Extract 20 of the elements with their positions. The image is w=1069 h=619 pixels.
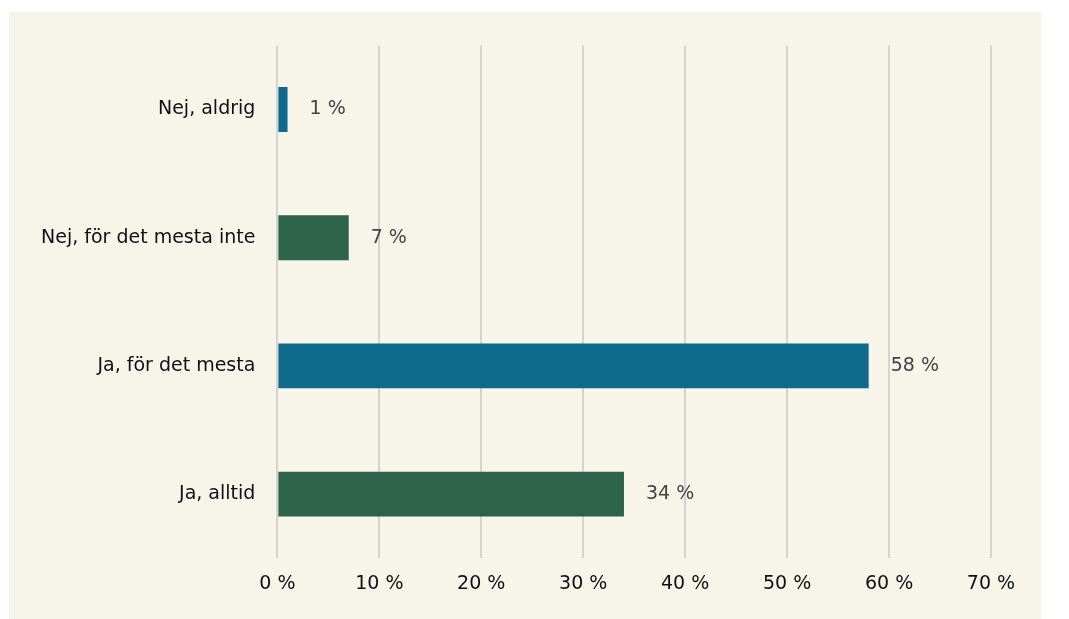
x-tick-label: 10 % [355, 570, 404, 593]
data-label: 7 % [370, 224, 407, 247]
y-tick-label: Nej, aldrig [157, 96, 256, 119]
x-tick-label: 40 % [661, 570, 710, 593]
x-tick-label: 60 % [864, 570, 914, 593]
data-label: 34 % [645, 481, 695, 504]
bar [278, 215, 349, 261]
y-tick-label: Nej, för det mesta inte [40, 224, 256, 247]
x-tick-label: 50 % [762, 570, 812, 593]
x-tick-label: 0 % [259, 570, 296, 593]
x-tick-label: 20 % [457, 570, 506, 593]
y-tick-label: Ja, alltid [178, 481, 256, 504]
bar [278, 471, 624, 517]
y-tick-label: Ja, för det mesta [96, 352, 256, 375]
bar [278, 87, 288, 132]
x-tick-label: 30 % [559, 570, 608, 593]
x-tick-label: 70 % [966, 570, 1016, 593]
data-label: 58 % [890, 352, 939, 375]
bar [278, 343, 869, 389]
data-label: 1 % [309, 96, 346, 119]
